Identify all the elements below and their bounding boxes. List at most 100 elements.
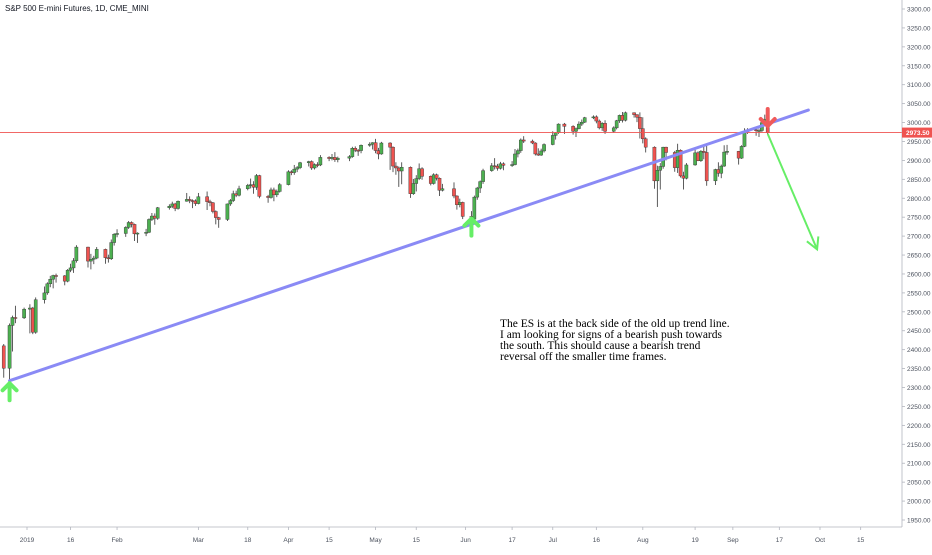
candle <box>54 273 58 283</box>
candle <box>498 161 503 170</box>
candle-body-up <box>582 117 587 123</box>
candle <box>440 183 445 192</box>
candle <box>638 112 642 139</box>
candle <box>225 203 230 221</box>
candle-body-up <box>225 203 230 220</box>
candle <box>48 275 53 288</box>
candle <box>501 162 506 171</box>
candle-body-up <box>89 259 93 262</box>
time-axis-label: Apr <box>283 537 294 544</box>
candle-body-down <box>702 151 706 153</box>
price-axis-label: 2950.00 <box>907 139 931 146</box>
candle <box>92 255 96 265</box>
candle <box>437 177 442 196</box>
candle <box>699 150 703 162</box>
candle-body-down <box>216 217 221 220</box>
candle-body-up <box>115 233 119 235</box>
projection-arrow[interactable] <box>766 133 820 252</box>
time-axis-label: Oct <box>815 537 825 544</box>
candle-body-down <box>408 167 413 194</box>
candle-body-down <box>638 117 642 129</box>
candle-body-down <box>129 222 134 225</box>
candle <box>277 183 282 193</box>
candle-body-up <box>658 166 663 171</box>
candle-body-up <box>556 123 561 133</box>
candle-body-up <box>65 269 70 282</box>
candle-body-up <box>42 292 47 300</box>
candle-body-up <box>655 170 660 182</box>
price-axis-label: 3100.00 <box>907 82 931 89</box>
candle <box>13 305 18 324</box>
candle <box>623 111 628 122</box>
candle <box>42 286 47 304</box>
candle <box>367 142 372 147</box>
candle-body-up <box>22 308 26 319</box>
price-axis-label: 2600.00 <box>907 271 931 278</box>
candle <box>211 202 215 214</box>
price-axis-label: 2450.00 <box>907 328 931 335</box>
candle-body-up <box>684 164 689 179</box>
candle-body-down <box>54 275 58 277</box>
candle <box>196 192 201 205</box>
candle-body-up <box>318 157 323 166</box>
price-axis-label: 2050.00 <box>907 480 931 487</box>
candle-body-up <box>611 127 616 132</box>
candle-body-up <box>577 123 581 129</box>
price-axis-label: 2350.00 <box>907 366 931 373</box>
candle-body-up <box>10 317 15 326</box>
candle <box>132 223 137 242</box>
candle <box>214 210 218 225</box>
candle <box>318 155 323 167</box>
candle <box>388 142 392 170</box>
candle <box>399 162 404 185</box>
candle-body-up <box>510 164 514 166</box>
candle <box>33 297 38 334</box>
up-arrow-icon[interactable] <box>462 216 481 238</box>
candle <box>216 216 221 228</box>
candle-body-up <box>275 191 279 196</box>
projection-arrowhead <box>806 236 820 252</box>
candle <box>411 178 416 195</box>
candle <box>472 195 477 220</box>
candle-body-down <box>214 211 218 218</box>
candle <box>478 180 482 193</box>
candle <box>539 148 543 156</box>
time-axis-label: Mar <box>193 537 205 544</box>
candle-body-up <box>94 249 99 259</box>
time-axis-label: 17 <box>776 537 784 544</box>
trend-line[interactable] <box>8 108 810 383</box>
candle-body-down <box>420 168 424 177</box>
candle-body-down <box>132 224 137 235</box>
candle <box>379 141 384 155</box>
candle <box>603 120 607 134</box>
candle-body-up <box>574 128 578 132</box>
time-axis-background <box>0 527 902 550</box>
candle <box>739 145 744 159</box>
candle-body-up <box>231 193 236 201</box>
candle-body-up <box>228 200 233 205</box>
candle-body-up <box>757 130 761 132</box>
candle <box>286 170 291 186</box>
price-axis-label: 2850.00 <box>907 177 931 184</box>
candle-body-up <box>550 135 555 145</box>
down-arrow-icon[interactable] <box>758 107 777 129</box>
candle-body-up <box>516 150 520 155</box>
candle <box>582 116 587 123</box>
candle <box>115 229 119 238</box>
up-arrow-icon[interactable] <box>0 381 19 403</box>
candle <box>722 145 726 167</box>
candle-body-up <box>123 227 128 234</box>
candle-body-down <box>460 202 465 217</box>
price-axis-background <box>902 0 932 550</box>
price-axis-label: 3000.00 <box>907 120 931 127</box>
candle-body-up <box>414 178 419 184</box>
candle <box>103 248 108 264</box>
candle-body-up <box>489 165 494 171</box>
candle-body-up <box>155 207 160 219</box>
candle <box>51 274 55 289</box>
candle-body-up <box>144 232 148 234</box>
price-axis-label: 2200.00 <box>907 423 931 430</box>
candle <box>434 173 439 181</box>
